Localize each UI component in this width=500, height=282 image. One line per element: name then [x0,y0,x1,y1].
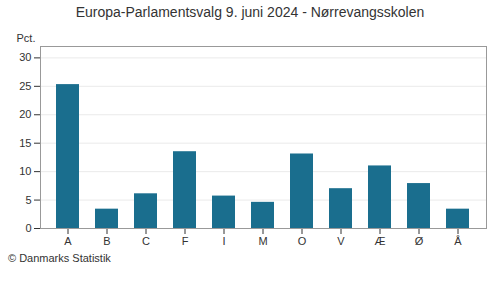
svg-text:Pct.: Pct. [17,32,36,44]
html-text:© Danmarks Statistik: © Danmarks Statistik [8,252,111,264]
svg-text:A: A [64,235,72,247]
svg-text:O: O [298,235,307,247]
svg-text:20: 20 [19,108,31,120]
svg-text:C: C [142,235,150,247]
svg-text:M: M [258,235,267,247]
svg-text:Ø: Ø [415,235,424,247]
svg-text:30: 30 [19,51,31,63]
svg-text:15: 15 [19,137,31,149]
svg-text:B: B [103,235,110,247]
svg-text:0: 0 [25,222,31,234]
svg-text:I: I [222,235,225,247]
svg-text:5: 5 [25,194,31,206]
svg-text:10: 10 [19,165,31,177]
svg-text:V: V [337,235,345,247]
svg-text:Æ: Æ [375,235,386,247]
svg-text:Å: Å [454,235,462,247]
svg-text:F: F [182,235,189,247]
svg-text:25: 25 [19,80,31,92]
html-text:Europa-Parlamentsvalg 9. juni: Europa-Parlamentsvalg 9. juni 2024 - Nør… [75,4,425,20]
